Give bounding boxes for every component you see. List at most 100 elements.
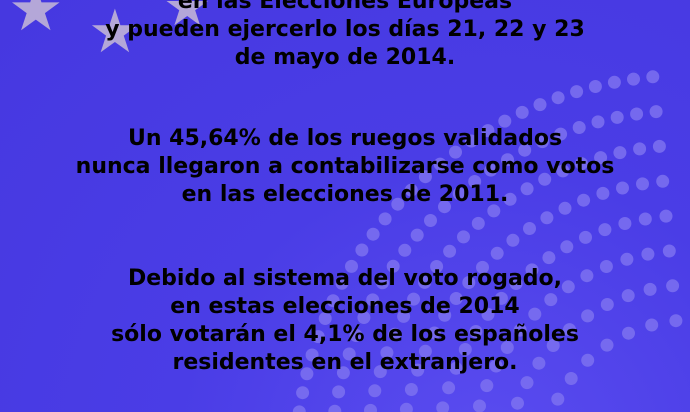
paragraph-voto-rogado: Debido al sistema del voto rogado, en es… [0,265,690,377]
seat-dot [564,372,578,385]
seat-dot [368,384,382,398]
seat-dot [515,105,529,119]
seat-dot [296,386,310,400]
seat-dot [433,157,447,171]
seat-dot [471,216,485,230]
text-line: de mayo de 2014. [234,45,456,70]
seat-dot [494,291,508,305]
seat-dot [366,293,380,307]
seat-dot [366,227,380,241]
seat-dot [398,243,412,257]
seat-dot [620,252,634,266]
seat-dot [443,244,457,258]
seat-dot [581,309,595,323]
seat-dot [556,164,570,178]
seat-dot [523,222,536,235]
seat-dot [404,183,418,197]
seat-dot [311,330,325,344]
seat-dot [424,214,437,227]
seat-dot [649,105,663,119]
seat-dot [554,127,568,141]
seat-dot [528,307,542,321]
seat-dot [349,329,363,342]
seat-dot [442,381,456,395]
seat-dot [645,318,659,332]
seat-dot [418,170,432,184]
seat-dot [487,204,501,218]
seat-dot [607,75,621,89]
seat-dot [300,367,314,381]
seat-dot [462,276,476,289]
seat-dot [328,404,342,412]
seat-dot [575,157,588,171]
seat-dot [469,325,483,338]
eu-star-icon: ★ [8,0,64,45]
paragraph-elections-dates: en las Elecciones Europeas y pueden ejer… [0,0,690,72]
seat-dot [551,91,565,105]
seat-dot [540,211,554,225]
seat-dot [407,292,421,306]
seat-dot [480,379,494,393]
seat-dot [598,223,612,237]
seat-dot [355,243,369,257]
seat-dot [570,85,584,99]
seat-dot [418,344,432,358]
seat-dot [430,260,444,273]
seat-dot [535,135,549,149]
seat-dot [318,312,332,325]
text-line: y pueden ejercerlo los días 21, 22 y 23 [105,17,585,42]
seat-dot [378,212,392,226]
seat-dot [532,356,546,370]
seat-dot [666,279,680,293]
text-line: nunca llegaron a contabilizarse como vot… [75,154,615,179]
seat-dot [513,323,527,337]
seat-dot [643,282,657,296]
seat-dot [292,405,306,412]
eu-star-icon: ★ [88,0,142,67]
text-line: sólo votarán el 4,1% de los españoles [111,322,579,347]
seat-dot [579,230,592,244]
seat-dot [457,230,470,244]
seat-dot [380,346,394,360]
paragraph-ruegos-validados: Un 45,64% de los ruegos validados nunca … [0,125,690,209]
seat-dot [622,326,635,340]
eu-star-icon: ★ [163,0,212,38]
seat-dot [484,163,498,177]
seat-dot [500,341,514,354]
seat-dot [662,244,676,258]
seat-dot [533,98,547,112]
seat-dot [638,212,652,226]
text-line: en estas elecciones de 2014 [170,294,520,319]
seat-dot [388,327,402,341]
seat-dot [560,240,574,254]
seat-dot [345,259,358,273]
seat-dot [669,314,683,328]
seat-dot [489,359,503,373]
seat-dot [572,121,586,134]
seat-dot [449,292,463,305]
seat-dot [546,339,560,352]
seat-dot [449,361,463,375]
seat-dot [342,347,356,361]
seat-dot [591,115,605,129]
seat-dot [373,365,387,379]
seat-dot [404,383,418,396]
seat-dot [399,402,413,412]
seat-dot [616,181,629,195]
seat-dot [418,275,432,289]
seat-dot [332,385,346,399]
seat-dot [633,142,647,156]
seat-dot [599,260,613,273]
text-line: en las Elecciones Europeas [177,0,513,14]
seat-dot [481,124,495,138]
seat-dot [326,294,340,308]
seat-dot [538,172,552,186]
seat-dot [636,177,649,191]
seat-dot [490,246,504,260]
text-line: Debido al sistema del voto rogado, [127,266,563,291]
seat-dot [438,308,452,322]
seat-dot [659,209,673,223]
seat-dot [506,233,520,247]
